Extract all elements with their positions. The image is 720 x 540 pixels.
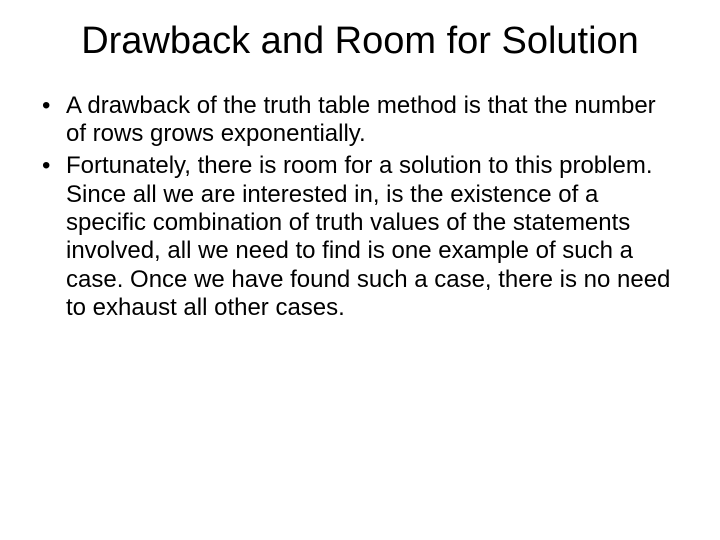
bullet-item: A drawback of the truth table method is … <box>40 92 680 149</box>
bullet-list: A drawback of the truth table method is … <box>30 92 690 323</box>
bullet-item: Fortunately, there is room for a solutio… <box>40 152 680 322</box>
slide-title: Drawback and Room for Solution <box>30 20 690 64</box>
slide: Drawback and Room for Solution A drawbac… <box>0 0 720 540</box>
